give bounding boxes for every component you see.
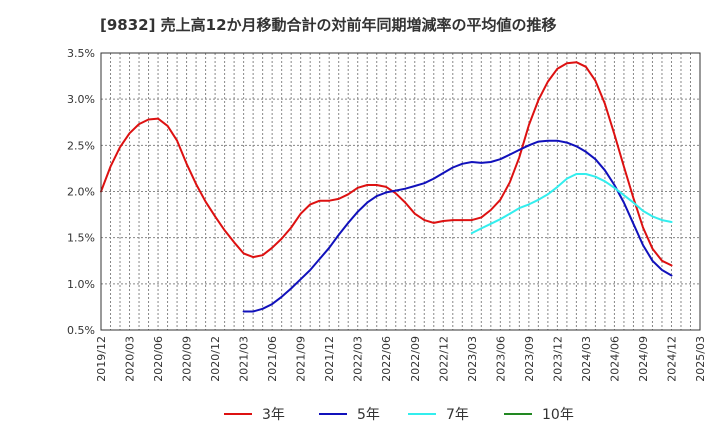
x-tick-label: 2022/03 (352, 336, 365, 382)
y-tick-label: 2.0% (67, 186, 95, 199)
chart-title: [9832] 売上高12か月移動合計の対前年同期増減率の平均値の推移 (100, 16, 557, 34)
legend-label-3: 7年 (446, 407, 469, 423)
x-tick-label: 2022/06 (380, 336, 393, 382)
x-tick-label: 2021/03 (238, 336, 251, 382)
y-tick-label: 0.5% (67, 324, 95, 337)
x-tick-label: 2023/03 (466, 336, 479, 382)
grid-lines (100, 52, 701, 331)
y-tick-label: 1.5% (67, 232, 95, 245)
x-tick-label: 2021/12 (323, 336, 336, 382)
series-line-3 (470, 173, 673, 235)
series-line-1 (100, 61, 673, 267)
x-tick-label: 2025/03 (694, 336, 707, 382)
y-axis-ticks: 0.5% 1.0% 1.5% 2.0% 2.5% 3.0% 3.5% (67, 47, 95, 337)
x-tick-label: 2024/03 (580, 336, 593, 382)
x-tick-label: 2020/06 (152, 336, 165, 382)
x-tick-label: 2021/06 (266, 336, 279, 382)
legend: 3年 5年 7年 10年 (224, 407, 574, 423)
plot-frame (100, 52, 701, 331)
x-tick-label: 2022/12 (437, 336, 450, 382)
x-axis-ticks: 2019/12 2020/03 2020/06 2020/09 2020/12 2021/… (95, 336, 707, 382)
x-tick-label: 2020/03 (124, 336, 137, 382)
x-tick-label: 2019/12 (95, 336, 108, 382)
series-lines (100, 61, 673, 313)
y-tick-label: 2.5% (67, 139, 95, 152)
legend-label-2: 5年 (357, 407, 380, 423)
x-tick-label: 2024/09 (637, 336, 650, 382)
x-tick-label: 2023/06 (494, 336, 507, 382)
legend-label-1: 3年 (262, 407, 285, 423)
x-tick-label: 2021/09 (295, 336, 308, 382)
x-tick-label: 2023/09 (523, 336, 536, 382)
x-tick-label: 2024/06 (608, 336, 621, 382)
x-tick-label: 2024/12 (665, 336, 678, 382)
x-tick-label: 2020/12 (209, 336, 222, 382)
x-tick-label: 2020/09 (181, 336, 194, 382)
y-tick-label: 3.5% (67, 47, 95, 60)
y-tick-label: 3.0% (67, 93, 95, 106)
series-line-2 (242, 139, 673, 313)
x-tick-label: 2022/09 (409, 336, 422, 382)
x-tick-label: 2023/12 (551, 336, 564, 382)
legend-label-4: 10年 (542, 407, 574, 423)
y-tick-label: 1.0% (67, 278, 95, 291)
